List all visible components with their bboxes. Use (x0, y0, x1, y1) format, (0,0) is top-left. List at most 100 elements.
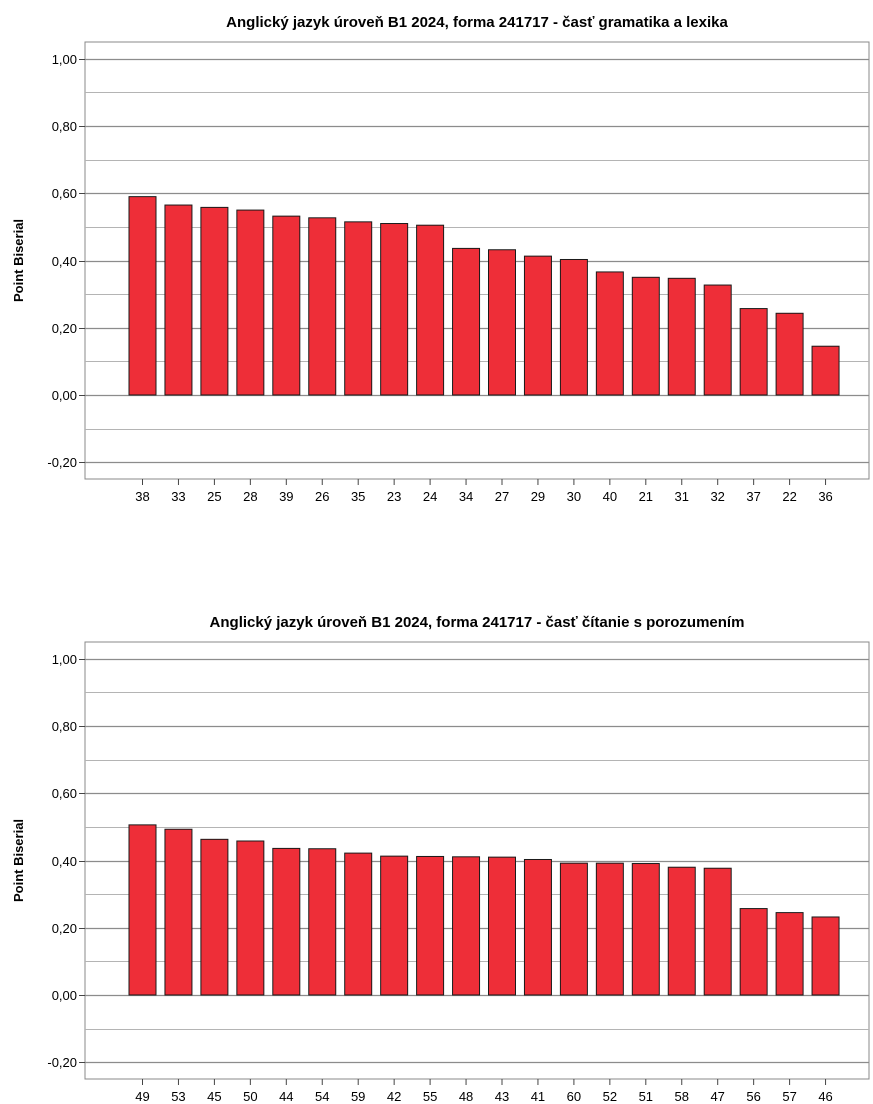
bar-27 (488, 249, 516, 396)
x-tick-label: 54 (315, 1089, 329, 1104)
chart-citanie-porozumenie: Anglický jazyk úroveň B1 2024, forma 241… (0, 600, 873, 1104)
y-tick-label: 0,20 (52, 921, 77, 936)
x-tick-label: 45 (207, 1089, 221, 1104)
x-tick-label: 32 (710, 489, 724, 504)
x-tick-label: 49 (135, 1089, 149, 1104)
bar-49 (128, 824, 157, 996)
x-tick-label: 30 (567, 489, 581, 504)
bar-39 (272, 215, 301, 396)
x-tick-label: 40 (603, 489, 617, 504)
bar-58 (667, 866, 696, 996)
x-tick-label: 29 (531, 489, 545, 504)
y-tick-label: 0,40 (52, 854, 77, 869)
x-tick-label: 38 (135, 489, 149, 504)
bar-26 (308, 217, 337, 396)
bar-40 (595, 271, 624, 396)
x-tick-label: 53 (171, 1089, 185, 1104)
chart-title: Anglický jazyk úroveň B1 2024, forma 241… (210, 614, 745, 631)
bar-25 (200, 206, 229, 396)
bar-53 (164, 828, 193, 996)
x-tick-label: 34 (459, 489, 473, 504)
x-tick-label: 31 (675, 489, 689, 504)
x-tick-label: 23 (387, 489, 401, 504)
x-tick-label: 58 (675, 1089, 689, 1104)
bar-34 (452, 247, 481, 396)
bar-31 (667, 277, 696, 396)
x-tick-label: 26 (315, 489, 329, 504)
bar-42 (380, 855, 409, 996)
y-tick-label: 1,00 (52, 52, 77, 67)
x-tick-label: 35 (351, 489, 365, 504)
x-tick-label: 52 (603, 1089, 617, 1104)
bar-50 (236, 840, 265, 996)
bar-54 (308, 848, 337, 996)
bar-35 (344, 221, 373, 396)
bar-57 (775, 912, 804, 996)
y-tick-label: 0,40 (52, 254, 77, 269)
x-tick-label: 36 (818, 489, 832, 504)
bar-52 (595, 862, 624, 996)
y-tick-label: -0,20 (47, 1055, 77, 1070)
x-tick-label: 25 (207, 489, 221, 504)
bar-43 (488, 856, 516, 996)
y-tick-label: 0,60 (52, 786, 77, 801)
bar-23 (380, 223, 409, 396)
x-tick-label: 33 (171, 489, 185, 504)
x-tick-label: 46 (818, 1089, 832, 1104)
bar-45 (200, 838, 229, 996)
x-tick-label: 55 (423, 1089, 437, 1104)
bar-47 (703, 867, 732, 996)
x-tick-label: 21 (639, 489, 653, 504)
y-tick-label: -0,20 (47, 455, 77, 470)
y-tick-label: 0,80 (52, 719, 77, 734)
bar-41 (523, 858, 552, 996)
bar-30 (559, 258, 588, 396)
bar-28 (236, 209, 265, 396)
bar-38 (128, 196, 157, 396)
x-tick-label: 24 (423, 489, 437, 504)
bar-46 (811, 916, 840, 996)
y-tick-label: 0,60 (52, 186, 77, 201)
x-tick-label: 43 (495, 1089, 509, 1104)
x-tick-label: 48 (459, 1089, 473, 1104)
bar-59 (344, 852, 373, 996)
chart-gramatika-lexika: Anglický jazyk úroveň B1 2024, forma 241… (0, 0, 873, 540)
x-tick-label: 59 (351, 1089, 365, 1104)
bar-29 (523, 255, 552, 396)
bar-51 (631, 863, 660, 996)
x-tick-label: 51 (639, 1089, 653, 1104)
x-tick-label: 39 (279, 489, 293, 504)
y-tick-label: 0,20 (52, 321, 77, 336)
bar-44 (272, 847, 301, 996)
bar-chart-svg: Anglický jazyk úroveň B1 2024, forma 241… (11, 614, 870, 1104)
x-tick-label: 44 (279, 1089, 293, 1104)
x-tick-label: 57 (782, 1089, 796, 1104)
y-tick-label: 0,00 (52, 988, 77, 1003)
bar-48 (452, 856, 481, 996)
y-tick-label: 1,00 (52, 652, 77, 667)
y-tick-label: 0,80 (52, 119, 77, 134)
bar-33 (164, 204, 193, 396)
bar-36 (811, 345, 840, 396)
x-tick-label: 37 (746, 489, 760, 504)
x-tick-label: 28 (243, 489, 257, 504)
chart-title: Anglický jazyk úroveň B1 2024, forma 241… (226, 14, 728, 31)
bar-21 (631, 276, 660, 396)
bar-37 (739, 308, 768, 396)
x-tick-label: 42 (387, 1089, 401, 1104)
bar-chart-svg: Anglický jazyk úroveň B1 2024, forma 241… (11, 14, 870, 504)
x-tick-label: 41 (531, 1089, 545, 1104)
bar-56 (739, 908, 768, 996)
bar-60 (559, 862, 588, 996)
y-axis-label: Point Biserial (11, 219, 26, 302)
bar-32 (703, 284, 732, 396)
bar-22 (775, 312, 804, 396)
x-tick-label: 56 (746, 1089, 760, 1104)
x-tick-label: 27 (495, 489, 509, 504)
x-tick-label: 60 (567, 1089, 581, 1104)
bar-24 (416, 224, 445, 396)
y-tick-label: 0,00 (52, 388, 77, 403)
y-axis-label: Point Biserial (11, 819, 26, 902)
x-tick-label: 50 (243, 1089, 257, 1104)
x-tick-label: 22 (782, 489, 796, 504)
